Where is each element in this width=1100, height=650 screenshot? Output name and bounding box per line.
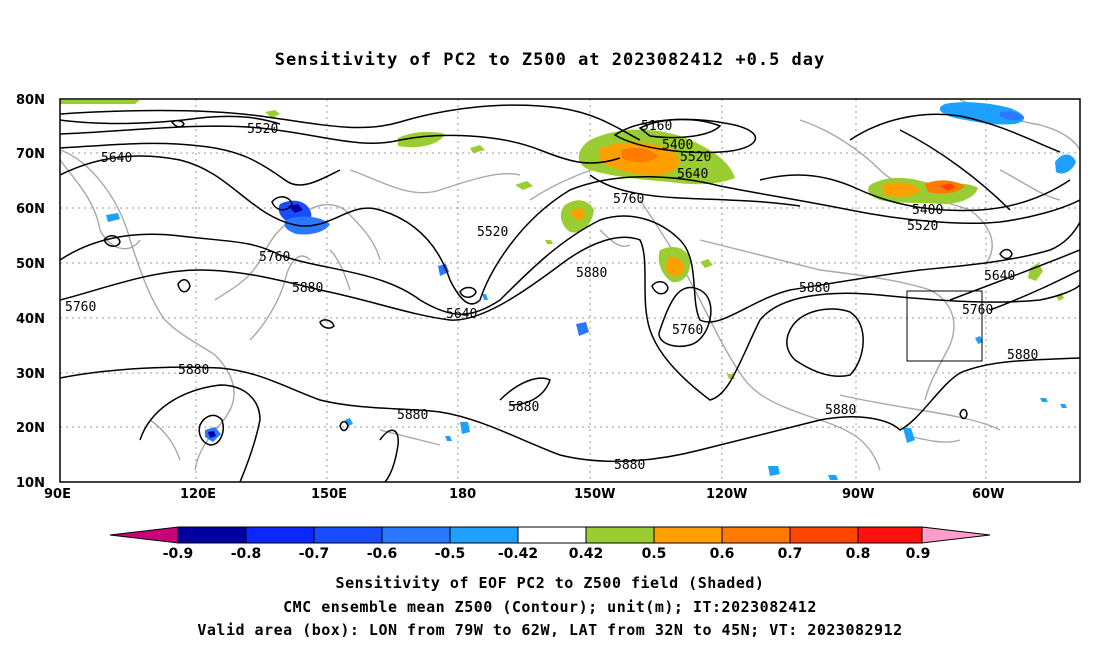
lat-label: 10N <box>16 476 45 491</box>
contour-label: 5880 <box>614 458 645 473</box>
colorbar-segment <box>585 526 655 544</box>
lat-label: 60N <box>16 202 45 217</box>
colorbar-label: -0.42 <box>498 546 538 562</box>
lon-label: 90W <box>842 487 874 502</box>
colorbar <box>109 526 991 544</box>
contour-label: 5400 <box>912 203 943 218</box>
colorbar-right-arrow <box>921 526 991 544</box>
colorbar-segment <box>789 526 859 544</box>
caption-line-1: Sensitivity of EOF PC2 to Z500 field (Sh… <box>335 574 765 592</box>
lon-label: 60W <box>972 487 1004 502</box>
map-title: Sensitivity of PC2 to Z500 at 2023082412… <box>274 50 826 70</box>
contour-label: 5520 <box>907 219 938 234</box>
contour-labels: 5520 5640 5760 5760 5880 5880 5640 5520 … <box>65 119 1038 473</box>
colorbar-label: -0.6 <box>367 546 398 562</box>
colorbar-segment <box>313 526 383 544</box>
colorbar-label: -0.5 <box>435 546 466 562</box>
contour-label: 5760 <box>613 192 644 207</box>
colorbar-left-arrow <box>109 526 179 544</box>
contour-label: 5760 <box>65 300 96 315</box>
colorbar-segment <box>653 526 723 544</box>
lon-label: 180 <box>449 487 476 502</box>
colorbar-label: -0.7 <box>299 546 330 562</box>
contour-label: 5640 <box>446 307 477 322</box>
colorbar-label: -0.9 <box>163 546 194 562</box>
colorbar-labels: -0.9 -0.8 -0.7 -0.6 -0.5 -0.42 0.42 0.5 … <box>163 546 931 562</box>
contour-label: 5640 <box>984 269 1015 284</box>
contour-label: 5400 <box>662 138 693 153</box>
contour-label: 5880 <box>799 281 830 296</box>
colorbar-label: 0.6 <box>710 546 735 562</box>
contour-label: 5760 <box>962 303 993 318</box>
colorbar-segment <box>517 526 587 544</box>
contour-label: 5760 <box>259 250 290 265</box>
contour-label: 5760 <box>672 323 703 338</box>
latitude-labels: 80N 70N 60N 50N 40N 30N 20N 10N <box>16 93 45 491</box>
colorbar-segment <box>177 526 247 544</box>
colorbar-label: 0.42 <box>569 546 604 562</box>
contour-label: 5640 <box>677 167 708 182</box>
lat-label: 20N <box>16 421 45 436</box>
contour-label: 5520 <box>477 225 508 240</box>
colorbar-label: -0.8 <box>231 546 262 562</box>
colorbar-segment <box>245 526 315 544</box>
lon-label: 150W <box>574 487 615 502</box>
longitude-labels: 90E 120E 150E 180 150W 120W 90W 60W <box>44 487 1004 502</box>
lat-label: 30N <box>16 367 45 382</box>
caption-line-2: CMC ensemble mean Z500 (Contour); unit(m… <box>283 598 817 616</box>
colorbar-segment <box>449 526 519 544</box>
lat-label: 50N <box>16 257 45 272</box>
contour-label: 5640 <box>101 151 132 166</box>
colorbar-segment <box>857 526 923 544</box>
contour-label: 5880 <box>508 400 539 415</box>
contour-label: 5520 <box>680 150 711 165</box>
contour-label: 5160 <box>641 119 672 134</box>
map-border <box>59 98 1081 483</box>
contour-label: 5520 <box>247 122 278 137</box>
valid-area-box <box>906 290 983 362</box>
contour-label: 5880 <box>292 281 323 296</box>
contour-label: 5880 <box>825 403 856 418</box>
sensitivity-shading <box>60 100 1076 480</box>
colorbar-segment <box>381 526 451 544</box>
lon-label: 120W <box>706 487 747 502</box>
lat-label: 40N <box>16 312 45 327</box>
colorbar-segment <box>721 526 791 544</box>
lon-label: 120E <box>180 487 216 502</box>
contour-label: 5880 <box>576 266 607 281</box>
lat-label: 80N <box>16 93 45 108</box>
contour-label: 5880 <box>1007 348 1038 363</box>
z500-contours <box>60 104 1080 482</box>
lon-label: 150E <box>311 487 347 502</box>
contour-label: 5880 <box>178 363 209 378</box>
colorbar-label: 0.5 <box>642 546 667 562</box>
lat-label: 70N <box>16 147 45 162</box>
colorbar-label: 0.8 <box>846 546 871 562</box>
caption-line-3: Valid area (box): LON from 79W to 62W, L… <box>197 621 903 639</box>
colorbar-label: 0.9 <box>906 546 931 562</box>
contour-label: 5880 <box>397 408 428 423</box>
lon-label: 90E <box>44 487 71 502</box>
colorbar-label: 0.7 <box>778 546 803 562</box>
